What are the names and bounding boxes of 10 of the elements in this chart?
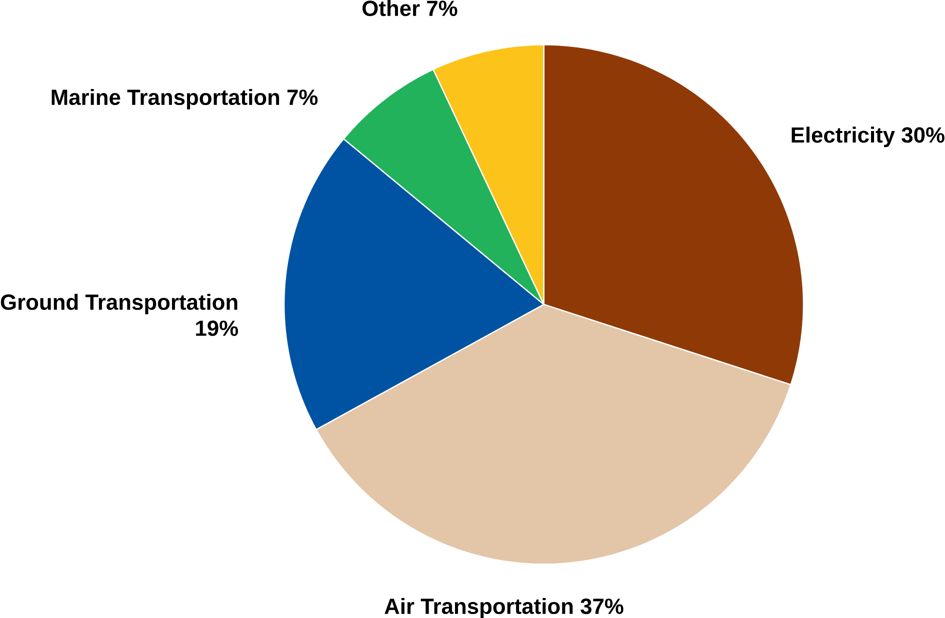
data-label: 7% [427,0,458,16]
data-label: 30% [902,127,944,143]
data-label: 7% [287,89,318,105]
slice-label: Other [362,0,420,16]
data-label: 37% [580,598,624,614]
slice-label: Ground Transportation [0,294,238,314]
data-label: 19% [196,320,238,336]
slice-label: Marine Transportation [52,88,280,110]
slice-label: Air Transportation [384,598,573,618]
slice-label: Electricity [792,126,895,147]
